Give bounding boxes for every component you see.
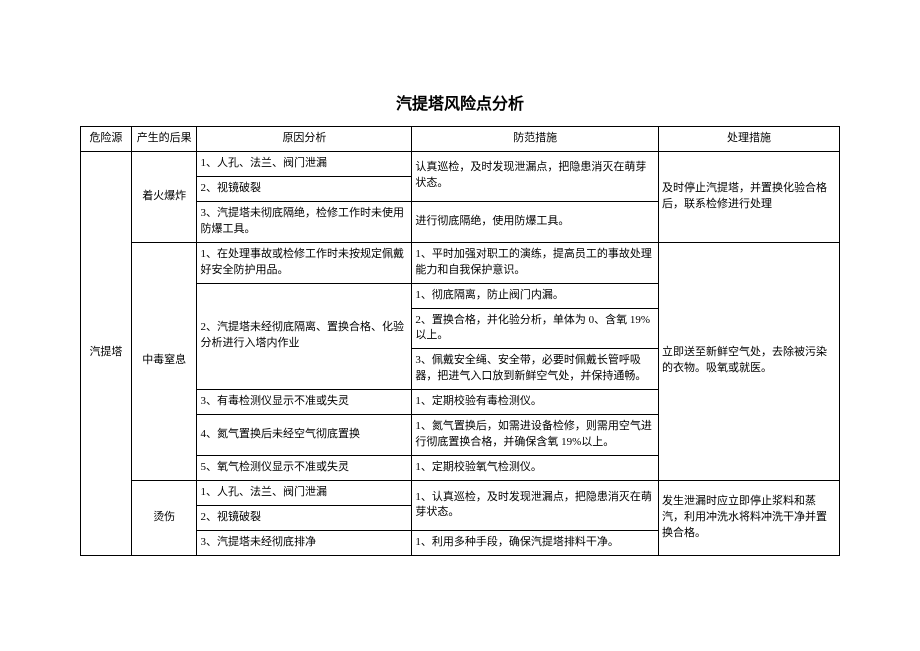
cell-cause: 5、氧气检测仪显示不准或失灵: [197, 456, 412, 481]
cell-consequence: 着火爆炸: [131, 151, 197, 242]
col-cause: 原因分析: [197, 127, 412, 152]
cell-cause: 3、汽提塔未经彻底排净: [197, 530, 412, 555]
cell-prevention: 1、认真巡检，及时发现泄漏点，把隐患消灭在萌芽状态。: [412, 481, 659, 531]
col-prevention: 防范措施: [412, 127, 659, 152]
cell-cause: 1、人孔、法兰、阀门泄漏: [197, 481, 412, 506]
cell-prevention: 2、置换合格，并化验分析，单体为 0、含氧 19%以上。: [412, 308, 659, 349]
cell-prevention: 认真巡检，及时发现泄漏点，把隐患消灭在萌芽状态。: [412, 151, 659, 201]
cell-cause: 1、人孔、法兰、阀门泄漏: [197, 151, 412, 176]
table-row: 烫伤 1、人孔、法兰、阀门泄漏 1、认真巡检，及时发现泄漏点，把隐患消灭在萌芽状…: [81, 481, 840, 506]
cell-consequence: 烫伤: [131, 481, 197, 556]
cell-cause: 2、视镜破裂: [197, 505, 412, 530]
cell-prevention: 1、彻底隔离，防止阀门内漏。: [412, 283, 659, 308]
cell-prevention: 3、佩戴安全绳、安全带，必要时佩戴长管呼吸器，把进气入口放到新鲜空气处，并保持通…: [412, 349, 659, 390]
table-header-row: 危险源 产生的后果 原因分析 防范措施 处理措施: [81, 127, 840, 152]
cell-cause: 2、视镜破裂: [197, 176, 412, 201]
cell-cause: 3、有毒检测仪显示不准或失灵: [197, 390, 412, 415]
col-consequence: 产生的后果: [131, 127, 197, 152]
cell-cause: 3、汽提塔未彻底隔绝，检修工作时未使用防爆工具。: [197, 201, 412, 242]
cell-consequence: 中毒窒息: [131, 242, 197, 480]
cell-treatment: 及时停止汽提塔，并置换化验合格后，联系检修进行处理: [658, 151, 839, 242]
col-source: 危险源: [81, 127, 132, 152]
cell-cause: 4、氮气置换后未经空气彻底置换: [197, 415, 412, 456]
cell-cause: 2、汽提塔未经彻底隔离、置换合格、化验分析进行入塔内作业: [197, 283, 412, 390]
cell-prevention: 1、定期校验氧气检测仪。: [412, 456, 659, 481]
cell-prevention: 进行彻底隔绝，使用防爆工具。: [412, 201, 659, 242]
cell-treatment: 发生泄漏时应立即停止浆料和蒸汽，利用冲洗水将料冲洗干净并置换合格。: [658, 481, 839, 556]
cell-prevention: 1、定期校验有毒检测仪。: [412, 390, 659, 415]
page-title: 汽提塔风险点分析: [80, 90, 840, 114]
cell-prevention: 1、利用多种手段，确保汽提塔排料干净。: [412, 530, 659, 555]
risk-table: 危险源 产生的后果 原因分析 防范措施 处理措施 汽提塔 着火爆炸 1、人孔、法…: [80, 126, 840, 556]
cell-treatment: 立即送至新鲜空气处，去除被污染的衣物。吸氧或就医。: [658, 242, 839, 480]
cell-cause: 1、在处理事故或检修工作时未按规定佩戴好安全防护用品。: [197, 242, 412, 283]
table-row: 汽提塔 着火爆炸 1、人孔、法兰、阀门泄漏 认真巡检，及时发现泄漏点，把隐患消灭…: [81, 151, 840, 176]
col-treatment: 处理措施: [658, 127, 839, 152]
cell-prevention: 1、氮气置换后，如需进设备检修，则需用空气进行彻底置换合格，并确保含氧 19%以…: [412, 415, 659, 456]
cell-prevention: 1、平时加强对职工的演练，提高员工的事故处理能力和自我保护意识。: [412, 242, 659, 283]
table-row: 中毒窒息 1、在处理事故或检修工作时未按规定佩戴好安全防护用品。 1、平时加强对…: [81, 242, 840, 283]
cell-source: 汽提塔: [81, 151, 132, 555]
